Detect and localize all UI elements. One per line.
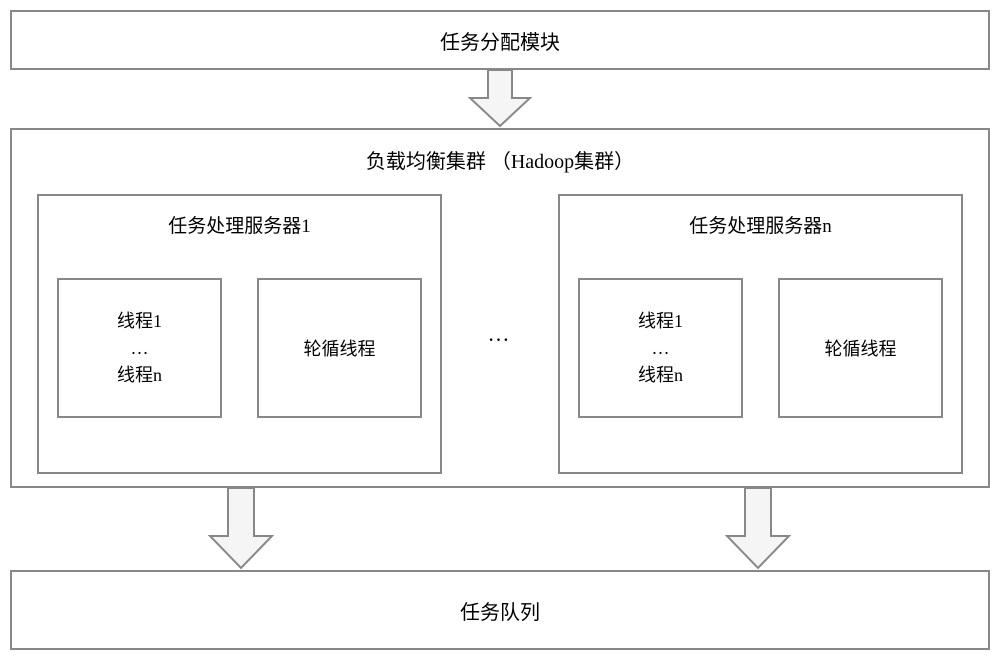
server-1-title: 任务处理服务器1 bbox=[57, 211, 422, 238]
thread-line2: 线程n bbox=[638, 362, 683, 389]
server-n-title: 任务处理服务器n bbox=[578, 211, 943, 238]
cluster-title: 负载均衡集群 （Hadoop集群） bbox=[37, 145, 963, 174]
task-allocation-module-box: 任务分配模块 bbox=[10, 10, 990, 70]
server-n-thread-pool-box: 线程1 … 线程n bbox=[578, 278, 743, 418]
arrow-top-to-cluster bbox=[468, 70, 532, 128]
thread-ellipsis: … bbox=[131, 335, 149, 362]
server-n-threads-row: 线程1 … 线程n 轮循线程 bbox=[578, 268, 943, 428]
poll-label: 轮循线程 bbox=[304, 335, 376, 361]
servers-ellipsis: … bbox=[473, 321, 528, 347]
thread-line1: 线程1 bbox=[117, 308, 162, 335]
server-box-n: 任务处理服务器n 线程1 … 线程n 轮循线程 bbox=[558, 194, 963, 474]
server-n-poll-box: 轮循线程 bbox=[778, 278, 943, 418]
task-queue-box: 任务队列 bbox=[10, 570, 990, 650]
servers-row: 任务处理服务器1 线程1 … 线程n 轮循线程 … 任务处理服务器n bbox=[37, 194, 963, 474]
thread-ellipsis: … bbox=[652, 335, 670, 362]
arrow-server1-to-queue bbox=[208, 488, 274, 570]
thread-line2: 线程n bbox=[117, 362, 162, 389]
poll-label: 轮循线程 bbox=[825, 335, 897, 361]
load-balance-cluster-box: 负载均衡集群 （Hadoop集群） 任务处理服务器1 线程1 … 线程n 轮循线… bbox=[10, 128, 990, 488]
task-allocation-label: 任务分配模块 bbox=[440, 26, 560, 55]
arrow-servern-to-queue bbox=[725, 488, 791, 570]
diagram-container: 任务分配模块 负载均衡集群 （Hadoop集群） 任务处理服务器1 线程1 … … bbox=[10, 10, 990, 659]
thread-line1: 线程1 bbox=[638, 308, 683, 335]
server-box-1: 任务处理服务器1 线程1 … 线程n 轮循线程 bbox=[37, 194, 442, 474]
server-1-thread-pool-box: 线程1 … 线程n bbox=[57, 278, 222, 418]
task-queue-label: 任务队列 bbox=[460, 596, 540, 625]
server-1-poll-box: 轮循线程 bbox=[257, 278, 422, 418]
server-1-threads-row: 线程1 … 线程n 轮循线程 bbox=[57, 268, 422, 428]
